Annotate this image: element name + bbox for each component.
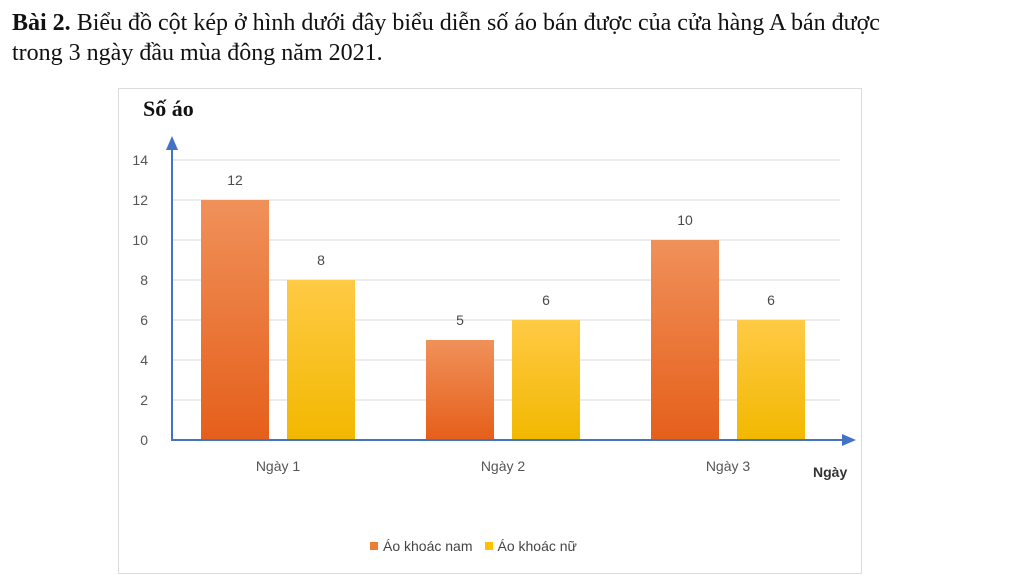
problem-text-line-1: Biểu đồ cột kép ở hình dưới đây biểu diễ… bbox=[70, 10, 880, 36]
y-tick-label-0: 0 bbox=[140, 432, 148, 448]
legend-swatch-series-2 bbox=[484, 542, 493, 550]
data-label-series-2-3: 6 bbox=[767, 292, 775, 308]
data-label-series-1-3: 10 bbox=[677, 212, 693, 228]
bar-series-2-3 bbox=[737, 320, 805, 440]
bar-series-2-2 bbox=[512, 320, 580, 440]
bar-series-2-1 bbox=[287, 280, 355, 440]
bar-series-1-3 bbox=[651, 240, 719, 440]
y-tick-label-8: 8 bbox=[140, 272, 148, 288]
problem-line-1: Bài 2. Biểu đồ cột kép ở hình dưới đây b… bbox=[12, 8, 1002, 38]
legend-swatch-series-1 bbox=[370, 542, 378, 550]
data-label-series-2-1: 8 bbox=[317, 252, 325, 268]
x-tick-label-2: Ngày 2 bbox=[481, 458, 526, 474]
legend-item-series-1: Áo khoác nam bbox=[370, 538, 473, 554]
problem-label: Bài 2. bbox=[12, 10, 71, 36]
problem-text-line-2: trong 3 ngày đầu mùa đông năm 2021. bbox=[12, 40, 383, 66]
grid-lines bbox=[172, 159, 840, 401]
axes bbox=[166, 136, 856, 446]
x-tick-label-1: Ngày 1 bbox=[256, 458, 301, 474]
data-label-series-1-1: 12 bbox=[227, 172, 243, 188]
labels: 0 2 4 6 8 10 12 14 12 8 Ngày 1 5 6 Ngày 2 10 6 Ngày 3 Số … bbox=[132, 96, 847, 480]
y-tick-label-12: 12 bbox=[132, 192, 148, 208]
x-axis-arrow bbox=[842, 434, 856, 446]
legend-label-series-2: Áo khoác nữ bbox=[497, 538, 577, 554]
y-tick-label-2: 2 bbox=[140, 392, 148, 408]
data-label-series-1-2: 5 bbox=[456, 312, 464, 328]
x-axis-title: Ngày bbox=[813, 464, 847, 480]
bar-series-1-1 bbox=[201, 200, 269, 440]
y-tick-label-6: 6 bbox=[140, 312, 148, 328]
bars bbox=[201, 200, 805, 440]
y-tick-label-4: 4 bbox=[140, 352, 148, 368]
data-label-series-2-2: 6 bbox=[542, 292, 550, 308]
y-axis-arrow bbox=[166, 136, 178, 150]
y-tick-label-14: 14 bbox=[132, 152, 148, 168]
legend-item-series-2: Áo khoác nữ bbox=[484, 538, 577, 554]
y-tick-label-10: 10 bbox=[132, 232, 148, 248]
problem-statement: Bài 2. Biểu đồ cột kép ở hình dưới đây b… bbox=[12, 8, 1002, 68]
bar-series-1-2 bbox=[426, 340, 494, 440]
y-axis-title: Số áo bbox=[143, 96, 194, 121]
x-tick-label-3: Ngày 3 bbox=[706, 458, 751, 474]
legend-label-series-1: Áo khoác nam bbox=[383, 538, 473, 554]
chart-legend: Áo khoác nam Áo khoác nữ bbox=[370, 538, 577, 554]
